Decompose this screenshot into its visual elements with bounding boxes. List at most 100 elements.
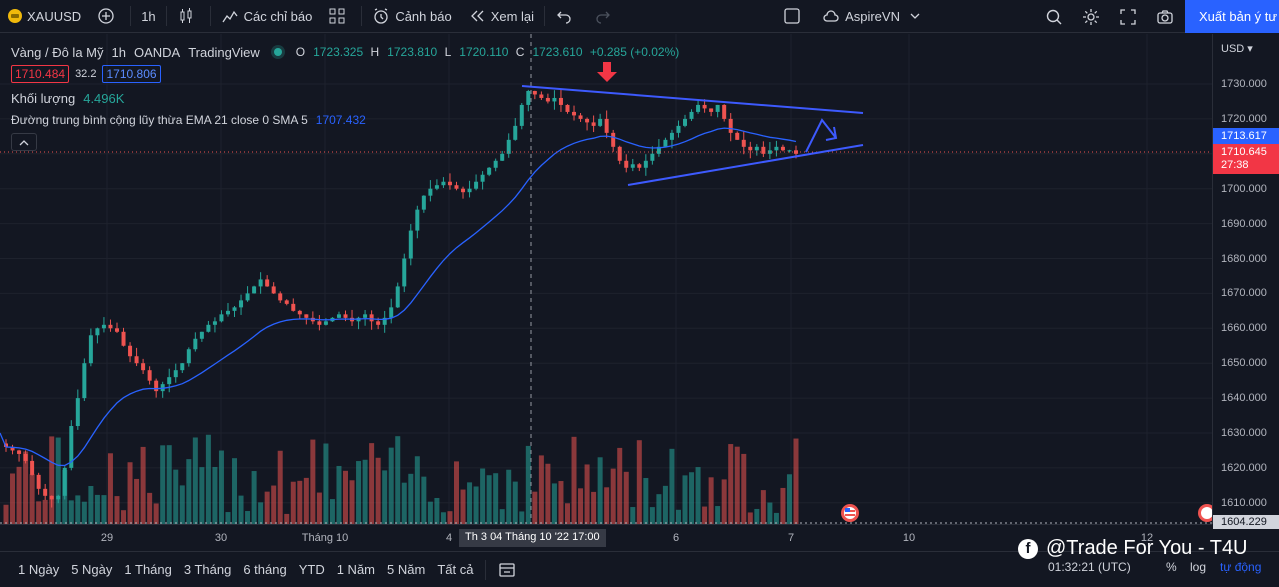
- gold-icon: [8, 9, 22, 23]
- range-7[interactable]: 5 Năm: [387, 562, 426, 577]
- volume-bar: [786, 474, 792, 524]
- candle-body: [180, 363, 185, 371]
- layout-menu[interactable]: AspireVN: [814, 0, 937, 33]
- volume-bar: [728, 444, 734, 524]
- candle-body: [219, 314, 224, 322]
- candle-body: [36, 474, 41, 489]
- volume-bar: [23, 451, 29, 524]
- candle-body: [467, 188, 472, 193]
- volume-bar: [558, 481, 564, 524]
- ema-label: Đường trung bình cộng lũy thừa EMA 21 cl…: [11, 113, 308, 127]
- range-8[interactable]: Tất cả: [437, 562, 474, 577]
- layout-checkbox[interactable]: [775, 0, 814, 33]
- calendar-range-icon[interactable]: [498, 561, 516, 579]
- volume-bar: [617, 447, 623, 524]
- templates-button[interactable]: [320, 0, 359, 33]
- candle-body: [728, 118, 733, 133]
- chart-type-button[interactable]: [169, 0, 208, 33]
- time-tick: 29: [100, 532, 114, 544]
- volume-bar: [597, 457, 603, 524]
- gear-icon[interactable]: [1082, 8, 1100, 26]
- candle-body: [134, 356, 139, 364]
- volume-bar: [630, 507, 636, 524]
- volume-bar: [741, 453, 747, 524]
- candle-body: [17, 450, 22, 454]
- undo-button[interactable]: [547, 0, 586, 33]
- us-flag-event-icon-2: [1198, 504, 1212, 522]
- range-6[interactable]: 1 Năm: [336, 562, 376, 577]
- crosshair-time-label: Th 3 04 Tháng 10 '22 17:00: [459, 529, 606, 547]
- volume-bar: [584, 464, 590, 524]
- legend-interval: 1h: [111, 44, 126, 60]
- time-tick: 4: [445, 532, 453, 544]
- range-3[interactable]: 3 Tháng: [183, 562, 232, 577]
- candle-body: [343, 314, 348, 318]
- candle-body: [128, 345, 133, 357]
- volume-bar: [166, 445, 172, 524]
- ema-value: 1707.432: [315, 113, 366, 127]
- collapse-legend-button[interactable]: [11, 133, 37, 151]
- chart-pane[interactable]: [0, 34, 1212, 524]
- camera-icon[interactable]: [1156, 8, 1174, 26]
- currency-selector[interactable]: USD ▾: [1221, 43, 1253, 55]
- candle-body: [193, 338, 198, 350]
- candle-body: [754, 146, 759, 151]
- search-icon[interactable]: [1045, 8, 1063, 26]
- candle-body: [526, 90, 531, 105]
- candle-body: [637, 164, 642, 168]
- volume-bar: [623, 471, 629, 524]
- volume-bar: [75, 495, 81, 524]
- interval-button[interactable]: 1h: [141, 8, 156, 24]
- price-tick: 1670.000: [1221, 287, 1267, 300]
- volume-bar: [715, 506, 721, 524]
- candle-body: [271, 286, 276, 294]
- candle-body: [69, 426, 74, 468]
- volume-bar: [343, 470, 349, 524]
- utc-clock[interactable]: 01:32:21 (UTC): [1048, 560, 1131, 574]
- range-5[interactable]: YTD: [298, 562, 325, 577]
- volume-bar: [101, 495, 107, 524]
- candle-body: [663, 139, 668, 147]
- publish-button[interactable]: Xuất bản ý tư: [1185, 0, 1279, 33]
- volume-bar: [571, 436, 577, 524]
- candle-body: [95, 328, 100, 336]
- auto-scale-toggle[interactable]: tự động: [1220, 560, 1262, 574]
- volume-bar: [734, 446, 740, 524]
- alerts-button[interactable]: Cảnh báo: [364, 0, 459, 33]
- time-axis[interactable]: 29 30 Tháng 10 4 6 7 10 12 Th 3 04 Tháng 10 '22…: [0, 524, 1212, 550]
- fullscreen-icon[interactable]: [1119, 8, 1137, 26]
- volume-bar: [153, 503, 159, 524]
- range-2[interactable]: 1 Tháng: [124, 562, 172, 577]
- volume-bar: [121, 510, 127, 524]
- triangle-upper-trendline: [521, 85, 864, 114]
- volume-legend[interactable]: Khối lượng 4.496K: [11, 89, 691, 107]
- symbol-search[interactable]: XAUUSD: [0, 0, 89, 33]
- candle-body: [173, 370, 178, 378]
- indicators-button[interactable]: Các chỉ báo: [213, 0, 321, 33]
- volume-bar: [369, 443, 375, 524]
- volume-bar: [10, 473, 16, 524]
- buy-price[interactable]: 1710.806: [102, 65, 161, 83]
- price-chart[interactable]: [0, 34, 1212, 524]
- compare-button[interactable]: [89, 0, 128, 33]
- candle-body: [49, 495, 54, 500]
- price-axis[interactable]: USD ▾ 1730.0001720.0001710.0001700.00016…: [1212, 34, 1279, 529]
- log-toggle[interactable]: log: [1190, 560, 1207, 574]
- volume-bar: [284, 513, 290, 524]
- replay-button[interactable]: Xem lại: [460, 0, 542, 33]
- top-toolbar: XAUUSD 1h Các chỉ báo Cảnh báo Xem lại A…: [0, 0, 1279, 33]
- candle-body: [676, 125, 681, 133]
- ema-legend[interactable]: Đường trung bình cộng lũy thừa EMA 21 cl…: [11, 111, 691, 129]
- candle-body: [323, 321, 328, 325]
- redo-button[interactable]: [586, 0, 625, 33]
- range-4[interactable]: 6 tháng: [243, 562, 287, 577]
- percent-toggle[interactable]: %: [1166, 560, 1177, 574]
- volume-bar: [205, 434, 211, 524]
- volume-bar: [525, 445, 531, 524]
- volume-bar: [578, 488, 584, 524]
- sell-price[interactable]: 1710.484: [11, 65, 70, 83]
- volume-bar: [401, 482, 407, 524]
- range-1[interactable]: 5 Ngày: [71, 562, 113, 577]
- volume-bar: [662, 485, 668, 524]
- range-0[interactable]: 1 Ngày: [18, 562, 60, 577]
